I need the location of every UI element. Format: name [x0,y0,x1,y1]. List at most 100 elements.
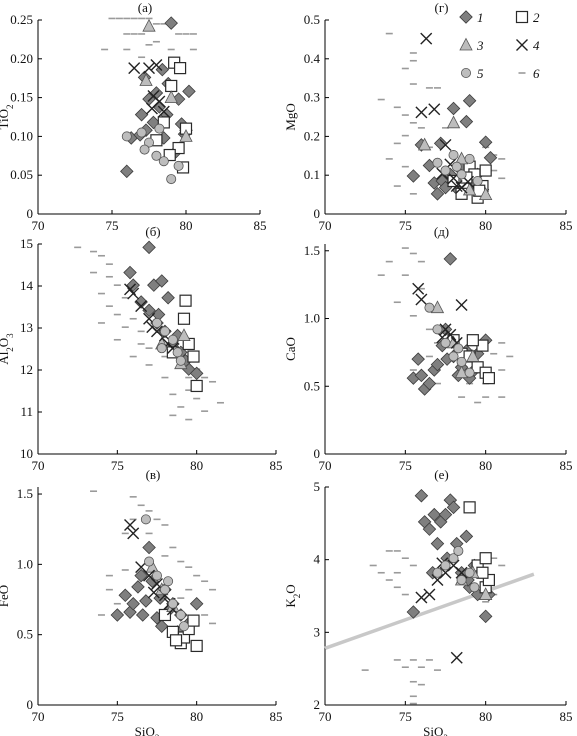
data-point-circle [440,560,451,571]
data-point-cross [147,586,160,599]
data-point-triangle [454,151,469,165]
series-diamond [406,488,496,624]
series-triangle [139,18,193,142]
y-tick-label: 1.5 [304,243,320,258]
y-axis-label: K2O [283,584,302,607]
data-point-cross [450,651,463,664]
data-point-circle [167,334,178,345]
data-point-square [169,634,183,647]
data-point-circle [151,150,162,161]
legend-label: 1 [477,10,484,25]
y-tick-label: 14 [20,278,34,293]
y-tick-label: 0 [27,206,34,221]
data-point-diamond [406,605,421,619]
data-point-diamond [142,303,156,318]
data-point-square [482,573,495,587]
scatter-panel: 70 75 80 85 0 0.1 0.2 0.3 0.4 0.5 MgO (г) [283,0,573,233]
data-point-diamond [164,16,178,30]
data-point-diamond [438,507,453,522]
data-point-triangle [446,115,461,129]
scatter-panel: 70 75 80 85 0 0.05 0.10 0.15 0.20 0.25 TiO2 (а) [0,0,267,233]
data-point-circle [453,545,464,556]
data-point-circle [151,317,162,328]
data-point-triangle [417,137,432,151]
series-diamond [406,252,493,396]
data-point-circle [472,176,483,187]
legend-marker-square [515,10,529,24]
data-point-circle [144,556,155,567]
panel-label: (в) [146,467,161,482]
series-circle [432,150,483,187]
panel-label: (а) [138,0,152,15]
data-point-diamond [427,507,442,522]
series-circle [140,514,189,632]
data-point-square [172,141,185,155]
data-point-cross [455,298,468,311]
data-point-triangle [179,129,193,142]
data-point-diamond [430,536,445,551]
x-tick-label: 80 [190,458,203,473]
scatter-panel: 70 75 80 85 2 3 4 5 K2O (е) SiO2 [283,467,573,736]
data-point-diamond [161,290,175,305]
y-tick-label: 15 [20,236,33,251]
data-point-diamond [414,488,429,503]
y-axis-label: CaO [283,337,298,361]
trend-line [324,572,535,650]
x-tick-label: 85 [270,709,283,724]
data-point-square [479,164,492,177]
data-point-diamond [414,368,429,383]
data-point-circle [448,553,459,564]
data-point-circle [173,160,184,171]
data-point-circle [453,343,464,354]
data-point-square [177,312,191,325]
data-point-cross [423,588,436,601]
y-tick-label: 0.15 [10,90,33,105]
legend-item: 4 [516,38,540,53]
data-point-diamond [126,596,140,611]
data-point-square [158,608,172,622]
data-point-diamond [478,135,493,149]
data-point-cross [455,566,468,579]
data-point-diamond [154,274,169,288]
data-point-cross [420,32,433,45]
data-point-circle [178,621,189,632]
y-tick-label: 0 [27,697,34,712]
data-point-square [476,566,489,579]
x-tick-label: 75 [399,458,412,473]
y-tick-label: 3 [314,624,321,639]
y-tick-label: 11 [20,404,33,419]
y-tick-label: 0.5 [17,627,33,642]
y-tick-label: 0.5 [304,378,320,393]
data-point-cross [150,59,163,72]
data-point-diamond [433,136,448,151]
data-point-circle [121,131,132,142]
legend-marker-diamond [459,10,473,24]
legend-label: 3 [476,38,484,53]
data-point-triangle [139,73,153,86]
series-6-dashes [90,490,217,625]
panel-label: (б) [145,224,160,239]
data-point-diamond [134,568,148,583]
x-tick-label: 75 [399,218,412,233]
y-axis-label: FeO [0,585,11,607]
y-tick-label: 0 [314,446,321,461]
x-tick-label: 70 [32,218,45,233]
data-point-diamond [459,529,474,544]
series-6-dashes [361,550,506,705]
data-point-square [179,294,192,307]
data-point-circle [456,575,467,586]
data-point-triangle [177,328,191,341]
data-point-square [165,79,178,93]
data-point-circle [469,582,480,593]
y-tick-label: 0.2 [304,128,320,143]
y-tick-label: 0.10 [10,128,33,143]
data-point-circle [136,127,147,138]
data-point-diamond [123,265,137,280]
data-point-circle [143,137,154,148]
x-tick-label: 85 [254,218,267,233]
data-point-circle [464,367,475,378]
y-axis-label: MgO [283,103,298,130]
data-point-circle [158,156,169,167]
data-point-circle [464,153,475,164]
